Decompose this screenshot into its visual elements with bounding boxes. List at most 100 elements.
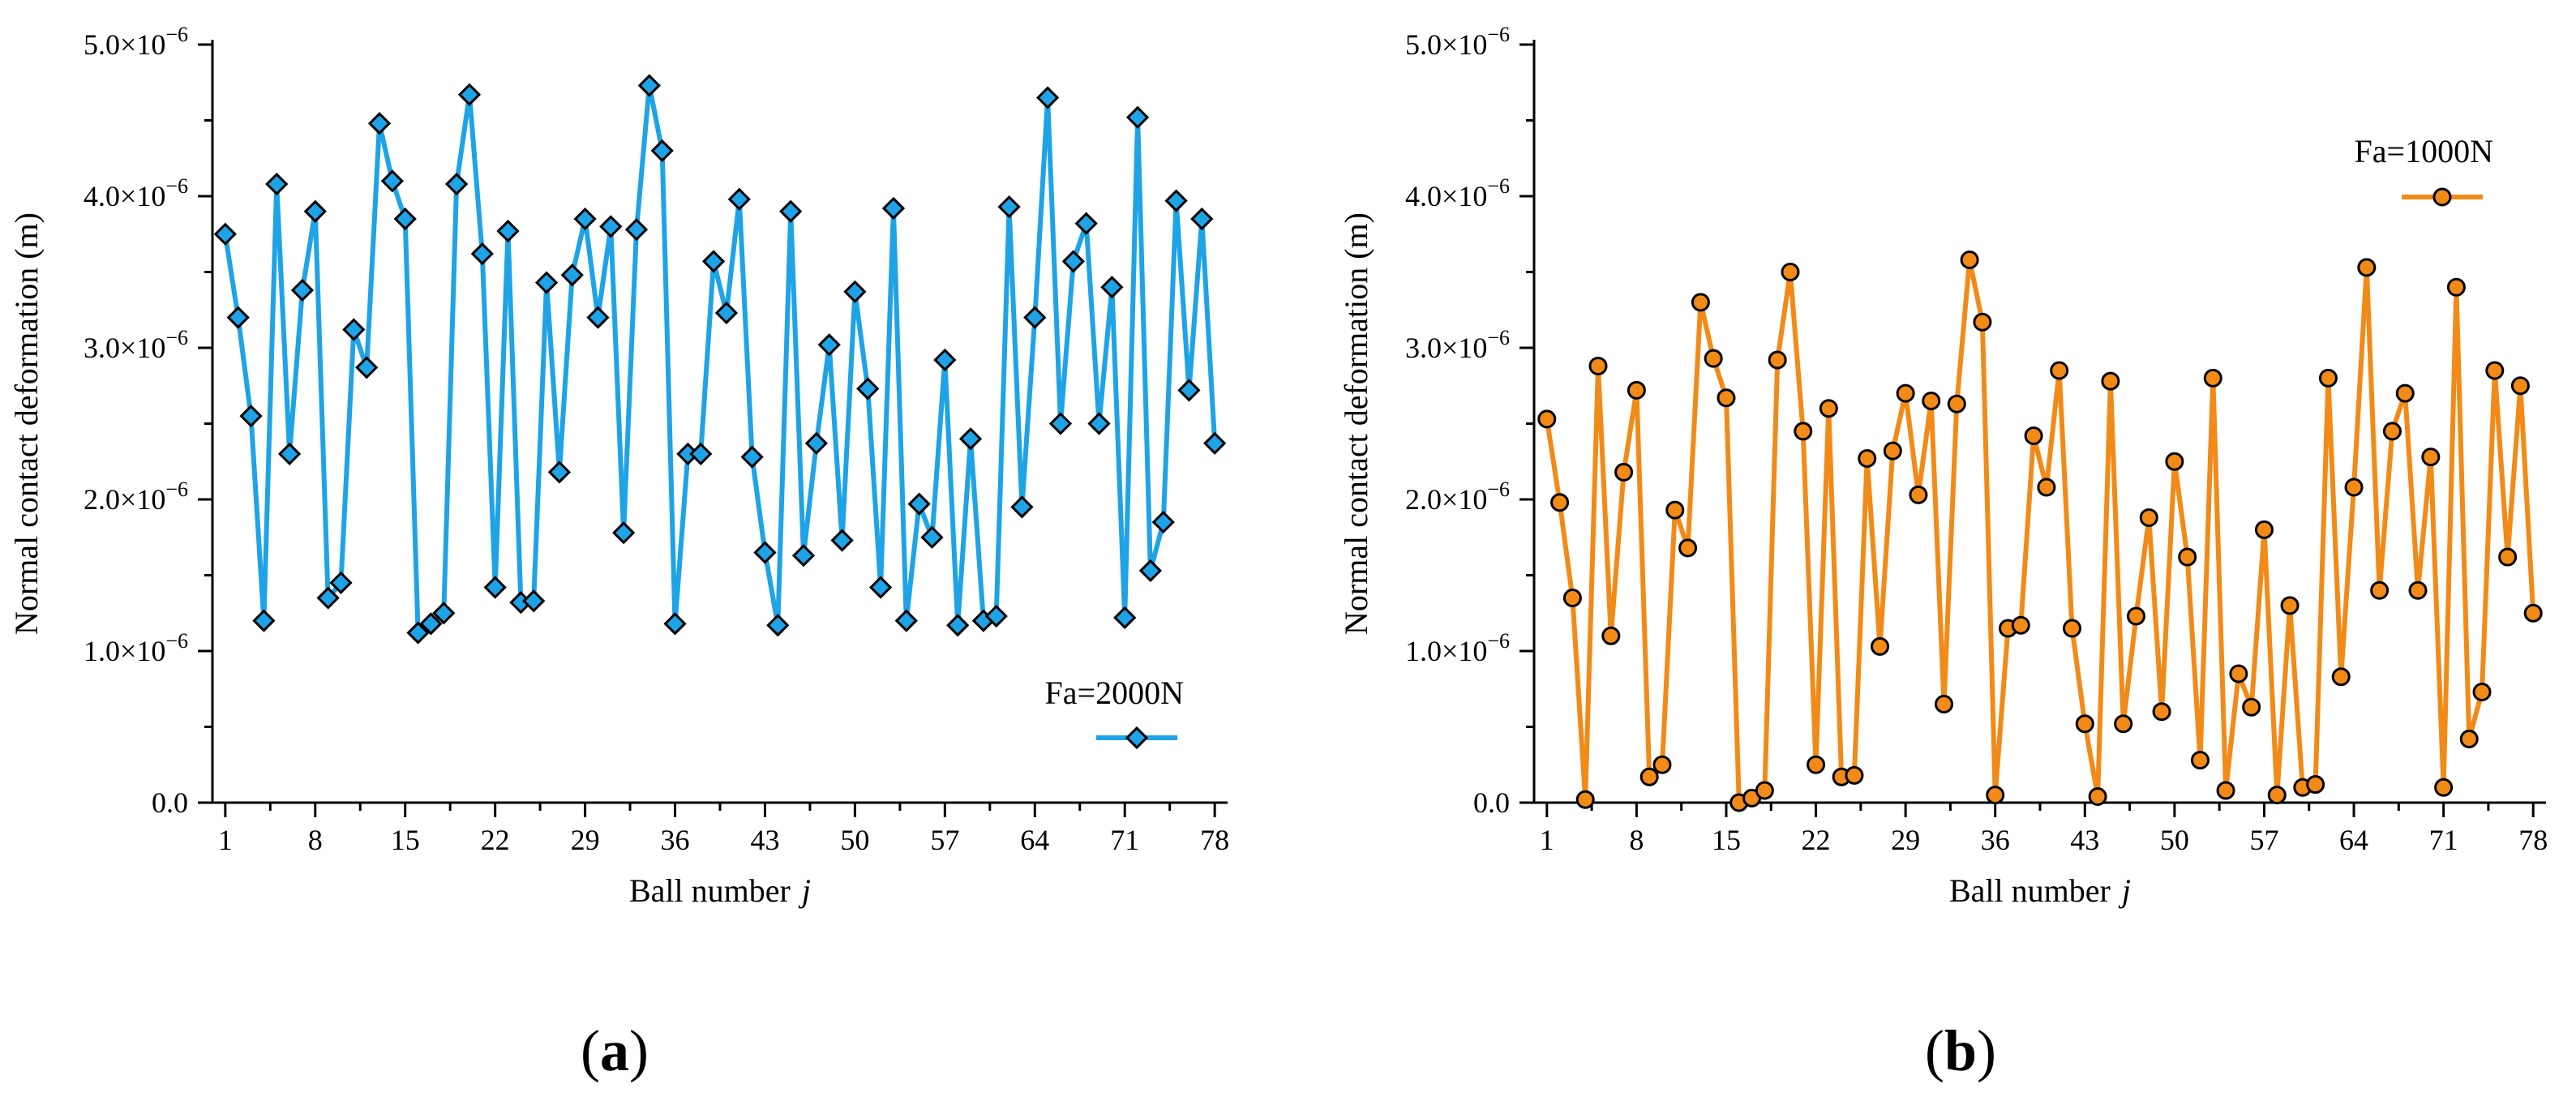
y-tick-label: 3.0×10−6 xyxy=(1405,326,1510,364)
data-point-diamond xyxy=(920,525,944,549)
data-point-circle xyxy=(1794,422,1813,441)
data-point-diamond xyxy=(586,306,610,329)
y-tick-mantissa: 5.0×10 xyxy=(1405,28,1487,61)
x-axis-title: Ball number j xyxy=(629,872,811,909)
x-tick-label: 22 xyxy=(1802,824,1831,856)
y-tick-exponent: −6 xyxy=(165,23,188,46)
x-tick-label: 50 xyxy=(840,824,869,856)
data-point-diamond xyxy=(740,445,764,469)
y-tick-label: 1.0×10−6 xyxy=(1405,629,1510,667)
data-point-circle xyxy=(2216,781,2235,800)
data-point-diamond xyxy=(843,280,867,303)
data-point-circle xyxy=(1909,485,1928,504)
y-tick-label: 0.0 xyxy=(152,786,188,819)
data-point-diamond xyxy=(265,172,289,196)
data-point-diamond xyxy=(547,461,572,484)
y-tick-exponent: −6 xyxy=(1487,326,1510,349)
x-axis-label: Ball number xyxy=(629,872,791,909)
data-point-circle xyxy=(1717,388,1736,408)
data-point-diamond xyxy=(881,196,906,221)
data-point-diamond xyxy=(419,612,443,636)
data-point-circle xyxy=(1691,293,1710,312)
data-point-circle xyxy=(2408,580,2428,600)
data-point-circle xyxy=(2267,786,2287,805)
data-point-circle xyxy=(2075,714,2094,734)
data-point-diamond xyxy=(612,521,636,545)
data-point-circle xyxy=(2472,682,2492,701)
data-point-diamond xyxy=(1151,510,1175,534)
panel-label-open-paren: ( xyxy=(581,1018,600,1083)
data-point-circle xyxy=(1755,781,1774,800)
data-point-circle xyxy=(2037,478,2056,497)
data-point-circle xyxy=(2370,580,2390,600)
data-point-circle xyxy=(2242,697,2261,717)
x-tick-label: 64 xyxy=(1020,824,1049,856)
x-tick-label: 71 xyxy=(2429,824,2458,856)
x-tick-label: 29 xyxy=(1891,824,1920,856)
y-tick-label: 4.0×10−6 xyxy=(84,174,188,212)
y-tick-mantissa: 3.0×10 xyxy=(1405,332,1487,364)
data-point-circle xyxy=(1858,449,1877,469)
data-point-circle xyxy=(2510,376,2530,396)
data-point-circle xyxy=(1768,350,1787,370)
data-point-circle xyxy=(2280,596,2300,615)
data-point-circle xyxy=(2254,520,2274,539)
data-point-diamond xyxy=(714,301,739,325)
data-point-diamond xyxy=(1048,412,1073,435)
panel-label-letter: a xyxy=(600,1018,629,1083)
legend-label: Fa=2000N xyxy=(1045,675,1184,711)
data-point-diamond xyxy=(663,612,687,636)
y-tick-mantissa: 4.0×10 xyxy=(84,180,165,212)
data-point-circle xyxy=(1678,538,1698,558)
data-point-diamond xyxy=(958,427,983,451)
data-point-diamond xyxy=(367,112,392,135)
data-point-circle xyxy=(2459,729,2479,748)
x-tick-label: 15 xyxy=(1712,824,1741,856)
y-tick-label: 1.0×10−6 xyxy=(84,629,188,667)
x-axis-label: Ball number xyxy=(1949,872,2111,909)
legend: Fa=1000N xyxy=(2355,133,2493,207)
data-point-circle xyxy=(2088,787,2107,807)
data-point-diamond xyxy=(534,271,559,294)
data-point-diamond xyxy=(355,356,379,379)
y-tick-exponent: −6 xyxy=(165,478,188,501)
data-point-diamond xyxy=(457,83,482,106)
x-tick-label: 8 xyxy=(1629,824,1644,856)
x-tick-label: 78 xyxy=(1200,824,1229,856)
data-point-diamond xyxy=(933,348,957,372)
data-point-diamond xyxy=(766,614,790,637)
data-point-circle xyxy=(1639,767,1659,786)
data-point-circle xyxy=(1871,636,1890,656)
legend-label: Fa=1000N xyxy=(2355,133,2493,169)
data-point-circle xyxy=(2344,478,2364,497)
data-point-diamond xyxy=(1087,412,1111,435)
data-point-diamond xyxy=(599,215,623,238)
y-tick-label: 2.0×10−6 xyxy=(84,478,188,516)
data-point-diamond xyxy=(1036,86,1060,109)
y-tick-mantissa: 5.0×10 xyxy=(84,28,165,61)
x-axis-variable: j xyxy=(798,872,811,909)
y-tick-mantissa: 4.0×10 xyxy=(1405,180,1487,212)
data-point-diamond xyxy=(444,172,469,196)
data-point-diamond xyxy=(393,207,417,231)
x-tick-label: 29 xyxy=(571,824,600,856)
y-tick-exponent: −6 xyxy=(1487,23,1510,46)
data-point-diamond xyxy=(689,442,713,466)
panel-label-letter: b xyxy=(1944,1018,1977,1083)
x-tick-label: 71 xyxy=(1110,824,1139,856)
y-tick-mantissa: 2.0×10 xyxy=(84,483,165,516)
data-point-diamond xyxy=(239,405,263,428)
legend: Fa=2000N xyxy=(1045,675,1184,750)
legend-marker-diamond xyxy=(1125,726,1149,750)
x-tick-label: 36 xyxy=(1981,824,2010,856)
data-point-circle xyxy=(1652,755,1672,774)
data-point-circle xyxy=(2126,606,2145,626)
x-tick-label: 1 xyxy=(1540,824,1554,856)
data-point-diamond xyxy=(290,278,315,302)
data-point-diamond xyxy=(830,529,854,552)
data-point-diamond xyxy=(483,576,507,599)
data-point-circle xyxy=(1665,500,1685,520)
data-point-circle xyxy=(1601,626,1621,645)
data-point-diamond xyxy=(637,74,661,97)
x-axis-variable: j xyxy=(2118,872,2131,909)
